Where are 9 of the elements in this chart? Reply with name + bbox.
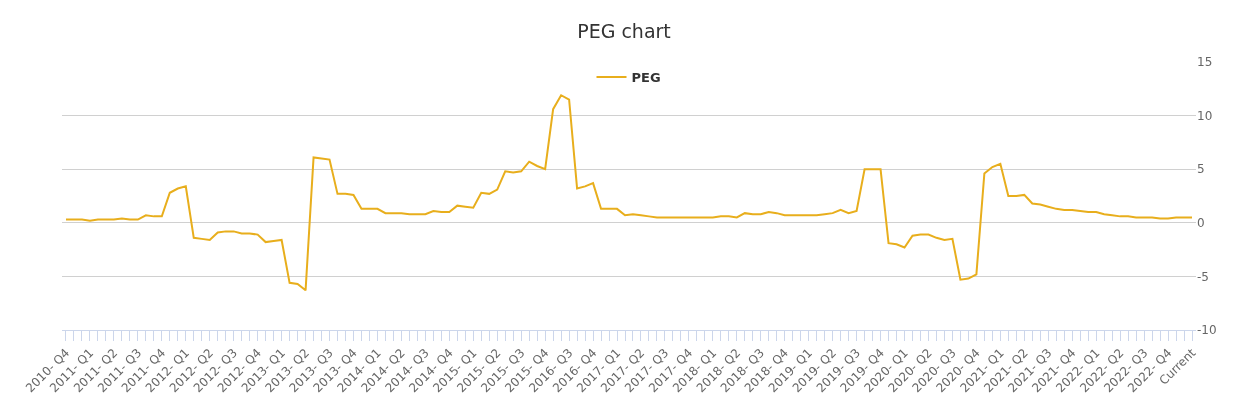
y-tick-label: -5 <box>1197 269 1209 284</box>
legend-label: PEG <box>631 70 661 86</box>
y-tick-label: -10 <box>1197 323 1217 338</box>
chart-title: PEG chart <box>577 19 671 42</box>
line-series <box>64 94 1194 292</box>
y-tick-label: 5 <box>1197 162 1205 177</box>
y-tick-label: 15 <box>1197 55 1213 70</box>
y-tick-label: 10 <box>1197 108 1213 123</box>
y-tick-label: 0 <box>1197 216 1205 230</box>
